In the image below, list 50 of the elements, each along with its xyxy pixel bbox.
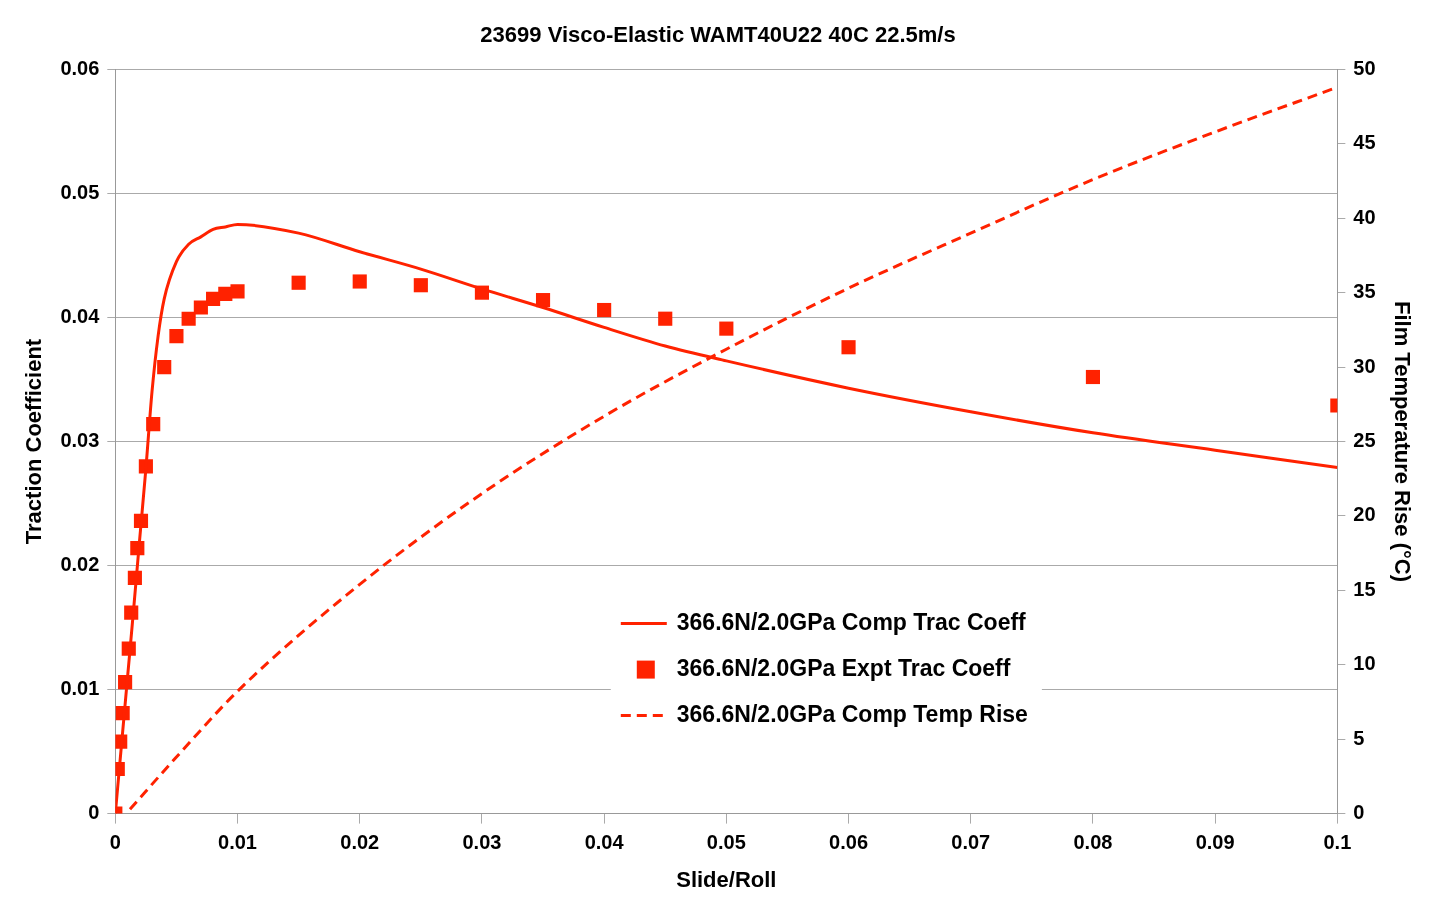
y-tick-label: 0.01 bbox=[60, 677, 100, 700]
chart-title: 23699 Visco-Elastic WAMT40U22 40C 22.5m/s bbox=[480, 22, 956, 48]
y2-tick-label: 40 bbox=[1353, 205, 1376, 228]
y2-tick-label: 30 bbox=[1353, 354, 1376, 377]
legend-label: 366.6N/2.0GPa Expt Trac Coeff bbox=[676, 654, 1011, 681]
x-tick-label: 0.05 bbox=[706, 831, 746, 854]
x-tick-label: 0.04 bbox=[584, 831, 625, 854]
point bbox=[291, 275, 306, 290]
point bbox=[1085, 369, 1101, 385]
y-tick-label: 0.05 bbox=[60, 180, 100, 203]
x-tick-label: 0.03 bbox=[462, 831, 502, 854]
y2-tick-label: 0 bbox=[1353, 801, 1365, 824]
point bbox=[169, 329, 184, 344]
x-tick-label: 0.02 bbox=[340, 831, 380, 854]
y-tick-label: 0 bbox=[88, 801, 100, 824]
point bbox=[841, 340, 856, 355]
y2-tick-label: 15 bbox=[1353, 577, 1376, 600]
y-tick-label: 0.02 bbox=[60, 553, 100, 576]
point bbox=[658, 311, 673, 326]
point bbox=[719, 321, 734, 336]
point bbox=[193, 300, 208, 315]
y-tick-label: 0.03 bbox=[60, 429, 100, 452]
y-tick-label: 0.06 bbox=[60, 56, 100, 79]
point bbox=[413, 278, 428, 293]
y2-tick-label: 25 bbox=[1353, 429, 1376, 452]
legend-label: 366.6N/2.0GPa Comp Temp Rise bbox=[676, 700, 1028, 727]
y2-tick-label: 35 bbox=[1353, 280, 1376, 303]
y-axis-title: Traction Coefficient bbox=[21, 338, 47, 545]
point bbox=[157, 360, 172, 375]
x-tick-label: 0.1 bbox=[1323, 831, 1352, 854]
point bbox=[597, 302, 612, 318]
x-tick-label: 0.09 bbox=[1195, 831, 1235, 854]
legend-label: 366.6N/2.0GPa Comp Trac Coeff bbox=[676, 608, 1027, 635]
y2-tick-label: 50 bbox=[1353, 56, 1376, 79]
y2-axis-title: Film Temperature Rise (°C) bbox=[1389, 300, 1415, 583]
x-axis-title: Slide/Roll bbox=[676, 866, 777, 892]
x-tick-label: 0.07 bbox=[951, 831, 991, 854]
y2-tick-label: 5 bbox=[1353, 726, 1365, 749]
x-tick-label: 0.08 bbox=[1073, 831, 1113, 854]
point bbox=[181, 311, 196, 326]
point bbox=[230, 284, 245, 299]
y2-tick-label: 20 bbox=[1353, 503, 1376, 526]
x-tick-label: 0 bbox=[109, 831, 121, 854]
x-tick-label: 0.01 bbox=[218, 831, 257, 854]
y2-tick-label: 45 bbox=[1353, 131, 1376, 154]
y2-tick-label: 10 bbox=[1353, 652, 1376, 675]
point bbox=[535, 293, 551, 308]
x-tick-label: 0.06 bbox=[829, 831, 869, 854]
point bbox=[352, 274, 367, 289]
y-tick-label: 0.04 bbox=[60, 304, 101, 327]
